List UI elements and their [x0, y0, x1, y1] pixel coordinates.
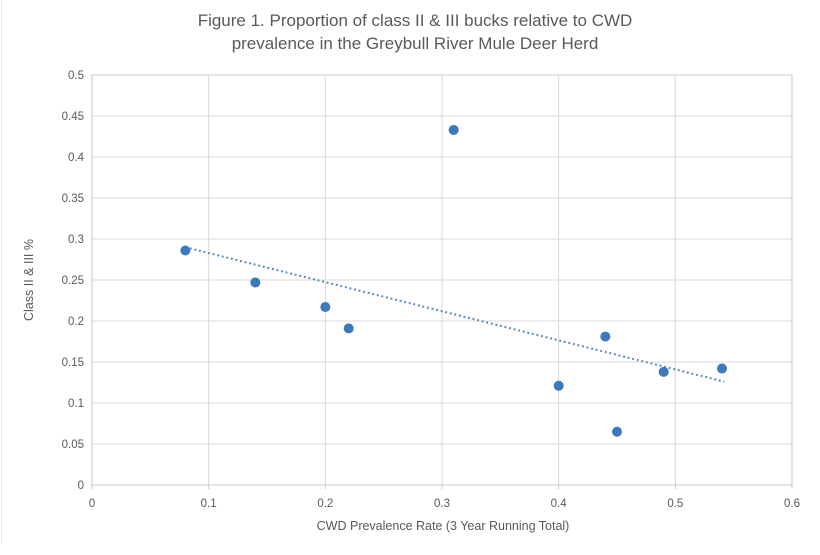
x-axis-title: CWD Prevalence Rate (3 Year Running Tota…: [317, 519, 570, 533]
y-tick-label: 0.45: [62, 111, 84, 123]
x-tick-label: 0.5: [667, 498, 683, 510]
data-point: [250, 277, 261, 288]
data-point: [612, 426, 622, 437]
data-point: [320, 302, 331, 313]
x-tick-label: 0.6: [784, 498, 800, 510]
y-axis-title: Class II & III %: [22, 239, 36, 321]
y-tick-label: 0.3: [68, 234, 84, 246]
data-point: [180, 245, 191, 256]
y-tick-label: 0.15: [62, 357, 84, 369]
data-point: [448, 124, 459, 135]
y-tick-label: 0.35: [62, 193, 84, 205]
y-tick-label: 0.5: [68, 70, 84, 82]
y-axis-tick-labels: 0 0.05 0.1 0.15 0.2 0.25 0.3 0.35 0.4 0.45 0.5: [62, 70, 85, 492]
data-point: [600, 331, 611, 342]
x-axis-tick-labels: 0 0.1 0.2 0.3 0.4 0.5 0.6: [89, 498, 800, 510]
y-tick-label: 0.05: [62, 439, 84, 451]
x-tick-label: 0.1: [201, 498, 217, 510]
y-tick-label: 0.1: [68, 398, 84, 410]
gridlines: [91, 74, 793, 486]
chart-title-line-2: prevalence in the Greybull River Mule De…: [231, 34, 599, 53]
trendline: [185, 246, 725, 383]
data-point: [553, 380, 564, 391]
x-tick-label: 0: [89, 498, 95, 510]
x-axis-ticks: [91, 485, 793, 489]
data-point: [343, 323, 354, 334]
data-points: [180, 124, 727, 437]
y-tick-label: 0: [78, 480, 84, 492]
x-tick-label: 0.4: [551, 498, 568, 510]
x-tick-label: 0.2: [317, 498, 333, 510]
chart-title: Figure 1. Proportion of class II & III b…: [10, 9, 820, 55]
y-tick-label: 0.2: [68, 316, 84, 328]
x-tick-label: 0.3: [434, 498, 450, 510]
y-tick-label: 0.25: [62, 275, 84, 287]
window-left-edge: [1, 0, 2, 543]
chart-title-line-1: Figure 1. Proportion of class II & III b…: [197, 11, 633, 30]
data-point: [658, 366, 669, 377]
y-tick-label: 0.4: [68, 152, 85, 164]
data-point: [717, 363, 727, 374]
